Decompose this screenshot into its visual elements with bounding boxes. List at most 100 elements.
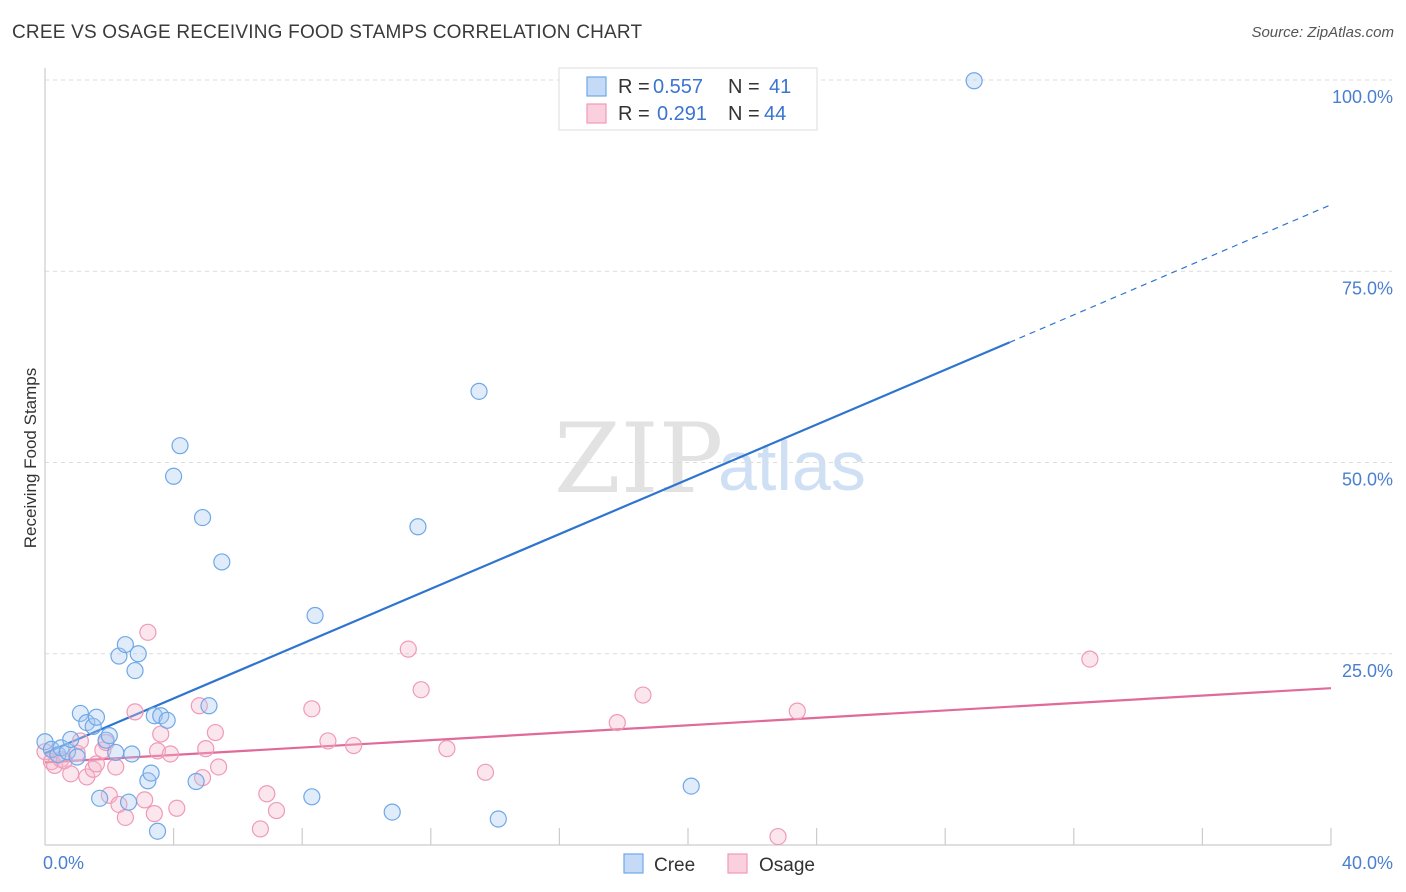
y-tick-label-25: 25.0% [1342, 661, 1393, 681]
cree-point-34 [306, 606, 324, 625]
osage-point-25 [190, 697, 208, 715]
osage-point-27 [197, 740, 215, 758]
tick-labels: 25.0% 50.0% 75.0% 100.0% 0.0% 40.0% [43, 87, 1393, 873]
osage-point-41 [634, 686, 652, 704]
osage-point-40 [608, 713, 626, 732]
legend-cree-r-value: 0.557 [653, 76, 703, 98]
osage-point-39 [476, 763, 495, 781]
osage-point-2 [46, 756, 64, 775]
osage-point-43 [788, 702, 806, 720]
cree-point-19 [126, 661, 144, 680]
osage-point-19 [139, 623, 157, 641]
cree-point-31 [200, 697, 218, 715]
cree-point-40 [965, 72, 983, 90]
trend-lines [44, 204, 1332, 764]
osage-point-14 [107, 758, 125, 776]
osage-point-44 [1081, 650, 1099, 668]
cree-point-26 [158, 711, 176, 729]
y-tick-label-100: 100.0% [1332, 87, 1393, 107]
y-tick-label-50: 50.0% [1342, 470, 1393, 490]
watermark-zip: ZIP [554, 403, 723, 515]
cree-point-16 [116, 635, 134, 654]
osage-point-5 [62, 765, 80, 783]
osage-point-37 [412, 681, 430, 699]
osage-point-36 [399, 640, 417, 658]
cree-point-22 [142, 764, 160, 782]
cree-point-13 [100, 727, 118, 745]
cree-point-39 [682, 777, 700, 795]
osage-point-18 [136, 791, 154, 809]
trend-line-cree-extension [1009, 204, 1332, 343]
osage-point-22 [152, 725, 170, 743]
gridlines [45, 79, 1392, 655]
data-points [36, 72, 1099, 846]
osage-point-21 [148, 742, 167, 760]
osage-point-30 [251, 820, 270, 838]
cree-point-30 [193, 508, 212, 527]
axes [44, 68, 1332, 846]
legend-osage-swatch [586, 103, 607, 124]
legend-cree-n-label: N = [728, 76, 760, 98]
osage-point-31 [258, 785, 276, 803]
osage-point-10 [87, 755, 106, 773]
chart-title: CREE VS OSAGE RECEIVING FOOD STAMPS CORR… [12, 22, 643, 43]
osage-point-16 [116, 808, 134, 827]
osage-point-33 [303, 700, 321, 718]
legend-osage-r-label: R = [618, 103, 650, 125]
cree-point-5 [62, 730, 80, 749]
cree-point-24 [148, 822, 167, 840]
cree-point-27 [165, 467, 183, 485]
cree-point-14 [107, 743, 125, 762]
cree-point-6 [68, 748, 86, 766]
bottom-legend-osage-label: Osage [759, 855, 815, 876]
osage-point-28 [206, 723, 224, 742]
cree-point-29 [187, 772, 205, 791]
osage-point-23 [161, 745, 179, 763]
bottom-legend-cree-swatch [623, 853, 644, 874]
trend-line-osage [44, 687, 1332, 764]
osage-point-17 [126, 703, 144, 721]
legend-osage-r-value: 0.291 [657, 103, 707, 125]
bottom-legend-cree-label: Cree [654, 855, 695, 876]
cree-point-12 [97, 731, 115, 749]
cree-point-7 [71, 704, 89, 723]
legend-box: R = 0.557 N = 41 R = 0.291 N = 44 [558, 67, 818, 131]
cree-point-11 [91, 789, 109, 807]
cree-point-35 [383, 803, 401, 821]
osage-point-32 [267, 801, 286, 820]
cree-point-36 [409, 518, 427, 536]
y-axis-label: Receiving Food Stamps [21, 368, 40, 548]
chart-source: Source: ZipAtlas.com [1251, 24, 1394, 41]
legend-cree-r-label: R = [618, 76, 650, 98]
bottom-legend: Cree Osage [623, 853, 815, 876]
osage-point-34 [319, 732, 337, 750]
cree-point-9 [84, 717, 102, 736]
cree-point-17 [119, 793, 138, 811]
osage-point-29 [210, 758, 228, 776]
legend-cree-swatch [586, 76, 607, 97]
osage-point-9 [84, 760, 102, 778]
watermark-atlas: atlas [718, 427, 866, 505]
osage-point-20 [145, 805, 163, 823]
cree-point-32 [213, 553, 231, 571]
osage-point-38 [438, 740, 456, 758]
cree-point-10 [87, 708, 106, 726]
osage-point-42 [769, 827, 787, 846]
x-tick-label-max: 40.0% [1342, 853, 1393, 873]
cree-point-28 [171, 437, 189, 455]
cree-point-18 [123, 745, 141, 763]
cree-point-37 [470, 382, 488, 400]
osage-point-35 [345, 736, 363, 755]
cree-point-38 [489, 810, 507, 828]
bottom-legend-osage-swatch [727, 853, 748, 874]
x-tick-label-min: 0.0% [43, 853, 84, 873]
trend-line-cree [44, 341, 1010, 755]
legend-osage-n-value: 44 [764, 103, 786, 125]
cree-point-33 [303, 788, 321, 806]
cree-point-23 [145, 707, 163, 725]
legend-osage-n-label: N = [728, 103, 760, 125]
osage-point-24 [168, 799, 186, 817]
cree-point-20 [129, 645, 147, 663]
legend-cree-n-value: 41 [769, 76, 791, 98]
